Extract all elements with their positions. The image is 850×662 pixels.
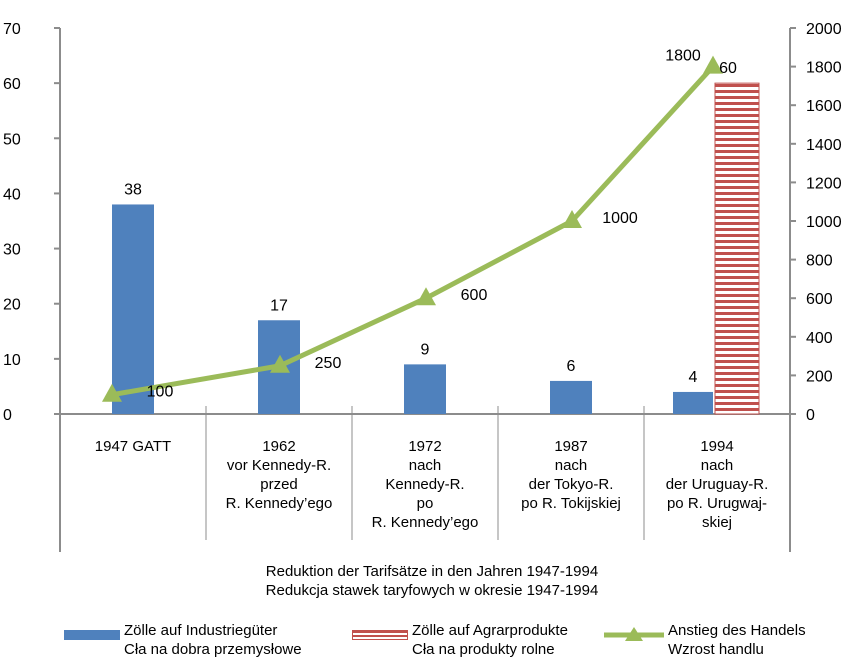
- trade-label: 1800: [665, 48, 701, 65]
- category-label: skiej: [702, 514, 732, 531]
- category-labels: 1947 GATT 1962 vor Kennedy-R. przed R. Kenne…: [95, 438, 768, 531]
- data-labels: 38 17 9 6 4 60 100 250 600 1000 1800: [124, 48, 737, 401]
- right-tick-label: 1200: [806, 175, 842, 192]
- right-tick-label: 1400: [806, 137, 842, 154]
- chart: 0 10 20 30 40 50 60 70 0 200 400 600 800 1000 1200 1400…: [3, 21, 842, 599]
- trade-line-path: [111, 64, 715, 398]
- trade-label: 250: [315, 355, 342, 372]
- legend-label: Zölle auf Agrarprodukte: [412, 622, 568, 639]
- legend-swatch: [352, 630, 408, 640]
- legend-label: Cła na produkty rolne: [412, 641, 555, 658]
- category-label: nach: [409, 457, 442, 474]
- legend-label: Cła na dobra przemysłowe: [124, 641, 302, 658]
- right-tick-label: 1800: [806, 60, 842, 77]
- trade-point: [703, 55, 723, 74]
- left-tick-label: 10: [3, 352, 21, 369]
- legend-label: Wzrost handlu: [668, 641, 764, 658]
- category-label: vor Kennedy-R.: [227, 457, 331, 474]
- category-label: Kennedy-R.: [385, 476, 464, 493]
- right-tick-label: 400: [806, 330, 833, 347]
- bar-industry-label: 4: [689, 369, 698, 386]
- x-axis-title-line: Reduktion der Tarifsätze in den Jahren 1…: [266, 563, 598, 580]
- legend-label: Anstieg des Handels: [668, 622, 806, 639]
- category-label: R. Kennedy’ego: [372, 514, 479, 531]
- bar-industry: [673, 391, 713, 414]
- trade-point: [416, 287, 436, 306]
- x-axis-title-line: Redukcja stawek taryfowych w okresie 194…: [266, 582, 599, 599]
- right-tick-label: 2000: [806, 21, 842, 38]
- category-label: przed: [260, 476, 298, 493]
- right-tick-label: 200: [806, 368, 833, 385]
- left-tick-label: 20: [3, 297, 21, 314]
- bar-industry: [404, 364, 446, 414]
- right-tick-label: 0: [806, 407, 815, 424]
- left-tick-label: 70: [3, 21, 21, 38]
- left-tick-label: 60: [3, 76, 21, 93]
- legend-swatch: [604, 627, 664, 641]
- category-label: 1962: [262, 438, 295, 455]
- left-tick-label: 40: [3, 186, 21, 203]
- category-label: der Tokyo-R.: [529, 476, 614, 493]
- category-label: der Uruguay-R.: [666, 476, 769, 493]
- left-tick-label: 50: [3, 131, 21, 148]
- bar-industry-label: 9: [421, 341, 430, 358]
- bar-industry-label: 38: [124, 181, 142, 198]
- trade-point: [270, 354, 290, 373]
- x-axis-title: Reduktion der Tarifsätze in den Jahren 1…: [266, 563, 599, 599]
- right-tick-label: 800: [806, 253, 833, 270]
- category-label: 1994: [700, 438, 733, 455]
- right-tick-label: 600: [806, 291, 833, 308]
- left-tick-label: 0: [3, 407, 12, 424]
- right-tick-label: 1000: [806, 214, 842, 231]
- bar-agriculture-label: 60: [719, 60, 737, 77]
- trade-line: [102, 55, 723, 402]
- category-label: R. Kennedy’ego: [226, 495, 333, 512]
- legend: Zölle auf Industriegüter Cła na dobra prz…: [0, 618, 850, 662]
- bar-industry-label: 17: [270, 297, 288, 314]
- trade-point: [102, 383, 122, 402]
- bar-industry-label: 6: [567, 358, 576, 375]
- legend-swatch: [64, 630, 120, 640]
- bar-industry: [112, 204, 154, 414]
- bars: [112, 82, 760, 415]
- legend-label: Zölle auf Industriegüter: [124, 622, 278, 639]
- category-label: po R. Urugwaj-: [667, 495, 767, 512]
- category-label: po: [417, 495, 434, 512]
- bar-agriculture: [714, 82, 760, 415]
- trade-label: 100: [147, 384, 174, 401]
- category-label: 1947 GATT: [95, 438, 171, 455]
- category-label: nach: [701, 457, 734, 474]
- left-tick-label: 30: [3, 242, 21, 259]
- trade-label: 1000: [602, 210, 638, 227]
- bar-industry: [550, 380, 592, 414]
- right-tick-label: 1600: [806, 98, 842, 115]
- trade-label: 600: [461, 287, 488, 304]
- category-label: 1987: [554, 438, 587, 455]
- category-label: 1972: [408, 438, 441, 455]
- category-label: nach: [555, 457, 588, 474]
- trade-point: [562, 210, 582, 228]
- category-label: po R. Tokijskiej: [521, 495, 621, 512]
